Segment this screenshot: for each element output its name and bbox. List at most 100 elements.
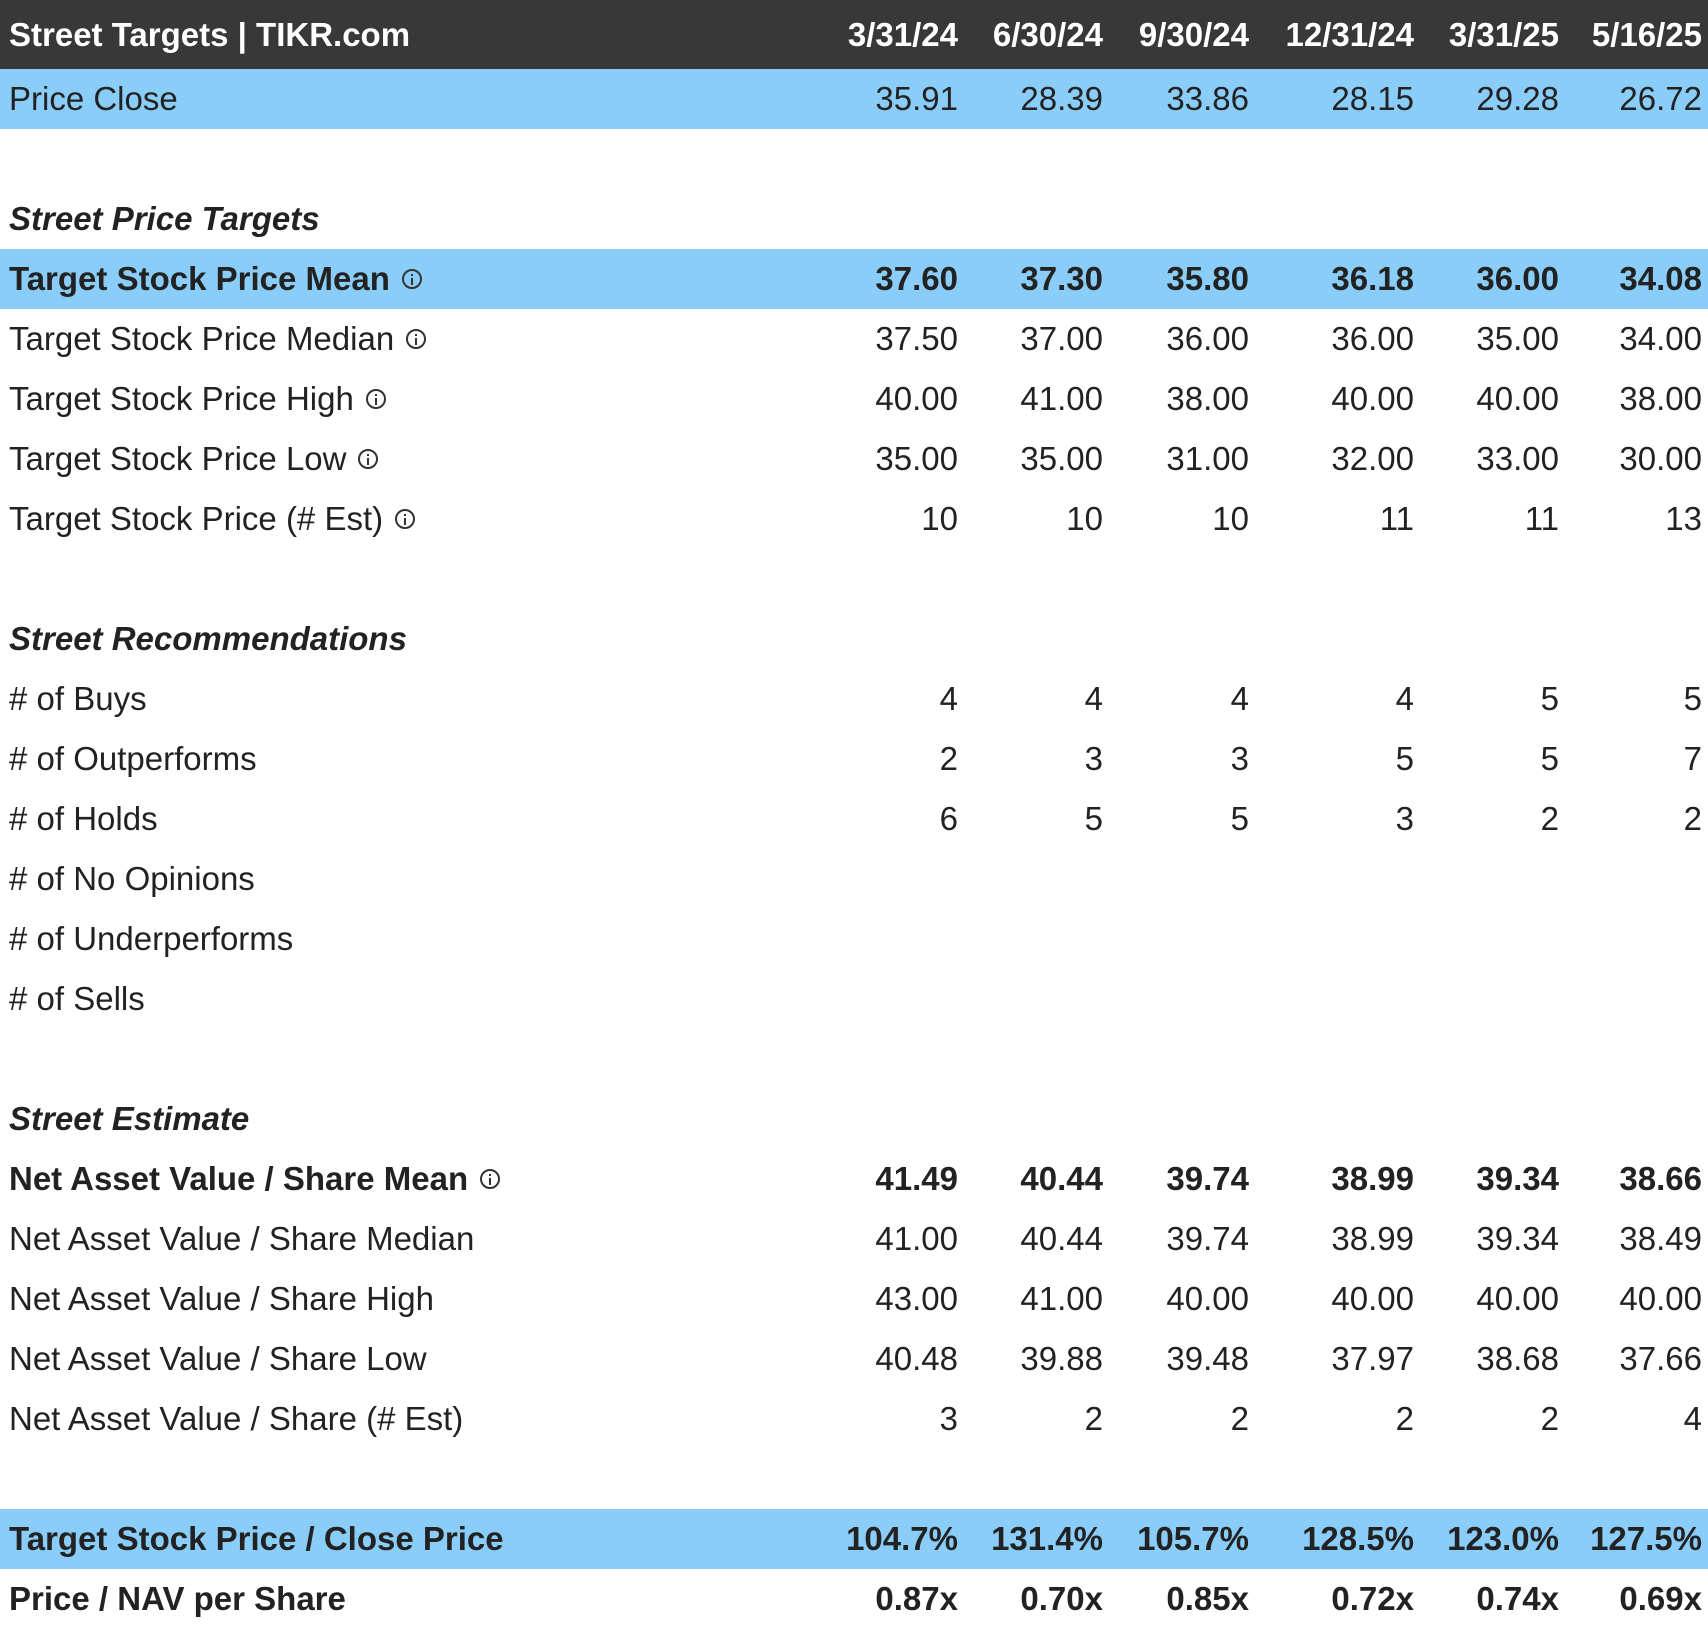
table-cell: 43.00 — [875, 1280, 958, 1317]
table-cell: 38.66 — [1619, 1160, 1702, 1197]
row-label-text: # of Holds — [9, 800, 158, 837]
table-cell: 0.69x — [1619, 1580, 1702, 1617]
table-row: # of Sells — [0, 969, 1708, 1029]
table-cell: 5 — [1395, 740, 1414, 777]
table-row: Target Stock Price (# Est) 10 10 10 11 11 13 — [0, 489, 1708, 549]
table-cell: 10 — [921, 500, 958, 537]
table-cell: 128.5% — [1302, 1520, 1414, 1557]
section-title-row: Street Recommendations — [0, 609, 1708, 669]
table-row: Target Stock Price Mean 37.60 37.30 35.80 36… — [0, 249, 1708, 309]
table-cell: 5 — [1230, 800, 1249, 837]
table-cell: 40.00 — [1331, 380, 1414, 417]
row-label-text: Net Asset Value / Share Median — [9, 1220, 475, 1257]
table-cell: 39.74 — [1166, 1220, 1249, 1257]
table-cell: 3 — [1395, 800, 1414, 837]
table-cell: 4 — [1395, 680, 1414, 717]
info-icon[interactable] — [395, 509, 416, 529]
table-cell: 4 — [1084, 680, 1103, 717]
table-cell: 39.34 — [1476, 1220, 1559, 1257]
table-cell: 36.00 — [1166, 320, 1249, 357]
table-cell: 40.00 — [1476, 380, 1559, 417]
table-cell — [1414, 969, 1559, 1029]
table-cell: 37.50 — [875, 320, 958, 357]
table-row: # of Underperforms — [0, 909, 1708, 969]
table-cell: 28.15 — [1331, 80, 1414, 117]
row-label-text: Target Stock Price High — [9, 380, 354, 417]
table-cell: 7 — [1683, 740, 1702, 777]
table-cell: 37.97 — [1331, 1340, 1414, 1377]
table-cell: 5 — [1540, 740, 1559, 777]
table-cell: 34.00 — [1619, 320, 1702, 357]
info-icon[interactable] — [480, 1169, 501, 1189]
table-cell: 26.72 — [1619, 80, 1702, 117]
column-header: 5/16/25 — [1591, 15, 1702, 53]
row-label-text: Target Stock Price Median — [9, 320, 395, 357]
table-cell: 131.4% — [991, 1520, 1103, 1557]
info-icon[interactable] — [358, 449, 379, 469]
table-cell: 4 — [939, 680, 958, 717]
table-row: Net Asset Value / Share High 43.00 41.00 40… — [0, 1269, 1708, 1329]
table-cell: 0.72x — [1331, 1580, 1414, 1617]
row-label-text: # of Underperforms — [9, 920, 294, 957]
row-label-text: # of Outperforms — [9, 740, 257, 777]
row-label: Target Stock Price High — [9, 369, 386, 429]
table-cell: 10 — [1212, 500, 1249, 537]
table-row: Target Stock Price / Close Price 104.7% 13… — [0, 1509, 1708, 1569]
table-cell: 3 — [939, 1400, 958, 1437]
info-icon[interactable] — [365, 389, 386, 409]
table-cell — [800, 909, 958, 969]
table-title: Street Targets | TIKR.com — [9, 15, 411, 53]
table-cell: 2 — [1230, 1400, 1249, 1437]
table-cell: 0.85x — [1166, 1580, 1249, 1617]
column-header: 3/31/24 — [847, 15, 958, 53]
table-cell: 41.00 — [875, 1220, 958, 1257]
row-label-text: Net Asset Value / Share Low — [9, 1340, 427, 1377]
table-row: Price / NAV per Share 0.87x 0.70x 0.85x 0.72… — [0, 1569, 1708, 1629]
table-cell: 35.91 — [875, 80, 958, 117]
table-cell: 38.68 — [1476, 1340, 1559, 1377]
column-header: 3/31/25 — [1448, 15, 1559, 53]
row-label: Price / NAV per Share — [9, 1569, 346, 1629]
row-label: # of Buys — [9, 669, 147, 729]
table-cell: 105.7% — [1137, 1520, 1249, 1557]
row-label: # of Sells — [9, 969, 145, 1029]
table-cell: 39.88 — [1020, 1340, 1103, 1377]
table-cell — [1249, 969, 1414, 1029]
table-cell: 39.74 — [1166, 1160, 1249, 1197]
section-title-row: Street Estimate — [0, 1089, 1708, 1149]
row-label-text: Target Stock Price (# Est) — [9, 500, 384, 537]
table-cell: 38.99 — [1331, 1220, 1414, 1257]
table-row: # of Holds 6 5 5 3 2 2 — [0, 789, 1708, 849]
row-label-text: Net Asset Value / Share Mean — [9, 1160, 469, 1197]
table-row: Net Asset Value / Share Mean 41.49 40.44 39… — [0, 1149, 1708, 1209]
row-label: Target Stock Price / Close Price — [9, 1509, 504, 1569]
table-cell — [1559, 969, 1702, 1029]
table-cell — [958, 969, 1103, 1029]
column-header: 12/31/24 — [1285, 15, 1414, 53]
table-row: # of No Opinions — [0, 849, 1708, 909]
row-label-text: # of Buys — [9, 680, 147, 717]
section-title: Street Price Targets — [9, 200, 320, 237]
table-row: Net Asset Value / Share Low 40.48 39.88 39.… — [0, 1329, 1708, 1389]
table-cell: 2 — [1683, 800, 1702, 837]
table-row: # of Buys 4 4 4 4 5 5 — [0, 669, 1708, 729]
table-header: Street Targets | TIKR.com 3/31/24 6/30/2… — [0, 0, 1708, 69]
table-cell: 3 — [1230, 740, 1249, 777]
table-cell: 40.00 — [1331, 1280, 1414, 1317]
table-cell: 31.00 — [1166, 440, 1249, 477]
info-icon[interactable] — [401, 269, 422, 289]
table-cell: 39.34 — [1476, 1160, 1559, 1197]
table-cell: 11 — [1524, 500, 1559, 537]
table-cell: 36.00 — [1476, 260, 1559, 297]
section-title: Street Recommendations — [9, 620, 407, 657]
table-cell: 127.5% — [1590, 1520, 1702, 1557]
table-cell: 40.44 — [1020, 1220, 1103, 1257]
info-icon[interactable] — [406, 329, 427, 349]
row-label: Target Stock Price Low — [9, 429, 379, 489]
section-title-row: Street Price Targets — [0, 189, 1708, 249]
row-label: Target Stock Price Mean — [9, 249, 422, 309]
table-cell: 28.39 — [1020, 80, 1103, 117]
row-label: # of Holds — [9, 789, 158, 849]
row-label: Net Asset Value / Share Median — [9, 1209, 474, 1269]
